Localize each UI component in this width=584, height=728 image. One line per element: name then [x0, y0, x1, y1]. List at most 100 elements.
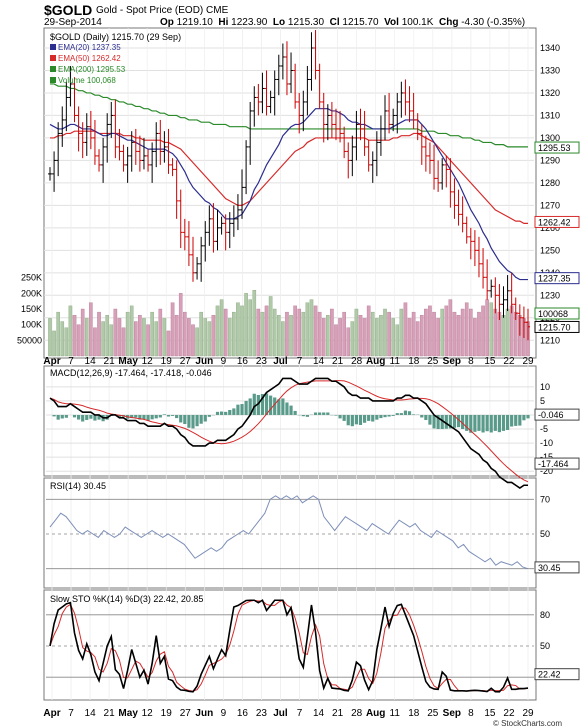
volume-bar — [114, 309, 117, 356]
macd-hist-bar — [216, 412, 219, 415]
macd-hist-bar — [208, 415, 211, 417]
rsi-tick: 70 — [540, 494, 550, 504]
copyright: © StockCharts.com — [493, 719, 562, 728]
sto-value-tag: 22.42 — [538, 670, 561, 680]
macd-hist-bar — [151, 415, 154, 419]
price-x-tick: 19 — [161, 356, 173, 367]
volume-bar — [294, 306, 297, 356]
volume-bar — [343, 312, 346, 356]
macd-hist-bar — [404, 411, 407, 415]
volume-bar — [118, 318, 121, 356]
volume-bar — [502, 315, 505, 356]
macd-hist-bar — [502, 415, 505, 431]
bottom-x-tick: 14 — [85, 708, 97, 719]
low-value: 1215.30 — [288, 17, 324, 28]
volume-bar — [191, 325, 194, 356]
macd-hist-bar — [175, 415, 178, 418]
volume-bar — [277, 315, 280, 356]
volume-bar — [392, 318, 395, 356]
ohlc-summary: Op 1219.10 Hi 1223.90 Lo 1215.30 Cl 1215… — [160, 17, 525, 28]
macd-hist-bar — [245, 401, 248, 415]
rsi-panel — [44, 478, 536, 588]
price-tick: 1310 — [540, 110, 560, 120]
volume-bar — [396, 325, 399, 356]
volume-bar — [490, 303, 493, 356]
volume-bar — [298, 309, 301, 356]
rsi-title: RSI(14) 30.45 — [50, 481, 106, 491]
exchange-label: CME — [206, 5, 228, 16]
volume-bar — [318, 312, 321, 356]
bottom-x-tick: Apr — [43, 708, 60, 719]
legend-entry: Volume 100,068 — [58, 76, 116, 85]
volume-bar — [220, 300, 223, 356]
legend-entry: EMA(20) 1237.35 — [58, 43, 121, 52]
macd-hist-bar — [314, 412, 317, 414]
volume-bar — [371, 312, 374, 356]
macd-hist-bar — [224, 412, 227, 415]
price-x-tick: 9 — [221, 356, 227, 367]
volume-bar — [477, 312, 480, 356]
volume-bar — [306, 303, 309, 356]
macd-hist-bar — [171, 415, 174, 416]
volume-bar — [486, 300, 489, 356]
volume-bar — [383, 309, 386, 356]
volume-bar — [187, 318, 190, 356]
macd-hist-bar — [428, 415, 431, 425]
macd-tick: 10 — [540, 382, 550, 392]
price-x-tick: 16 — [237, 356, 249, 367]
volume-bar — [208, 322, 211, 356]
volume-bar — [375, 318, 378, 356]
volume-bar — [155, 322, 158, 356]
volume-bar — [273, 309, 276, 356]
volume-bar — [48, 318, 51, 356]
volume-bar — [110, 325, 113, 356]
volume-bar — [449, 300, 452, 356]
macd-hist-bar — [490, 415, 493, 432]
volume-bar — [412, 312, 415, 356]
close-label: Cl — [330, 17, 340, 28]
macd-hist-bar — [473, 415, 476, 432]
volume-bar — [236, 303, 239, 356]
price-x-tick: 8 — [468, 356, 474, 367]
macd-hist-bar — [420, 415, 423, 417]
price-x-tick: 25 — [427, 356, 439, 367]
bottom-x-tick: 8 — [468, 708, 474, 719]
macd-hist-bar — [285, 402, 288, 414]
macd-hist-bar — [514, 415, 517, 426]
volume-bar — [81, 309, 84, 356]
value-tag: 1262.42 — [538, 217, 571, 227]
price-x-tick: Aug — [366, 356, 385, 367]
bottom-x-tick: Jun — [195, 708, 213, 719]
macd-hist-bar — [294, 411, 297, 415]
volume-bar — [265, 306, 268, 356]
macd-hist-bar — [338, 415, 341, 418]
chg-label: Chg — [439, 17, 458, 28]
macd-hist-bar — [387, 415, 390, 417]
bottom-x-tick: 29 — [522, 708, 534, 719]
price-x-tick: 28 — [351, 356, 363, 367]
volume-tick: 200K — [21, 288, 42, 298]
volume-bar — [73, 315, 76, 356]
macd-hist-bar — [334, 415, 337, 416]
macd-hist-bar — [498, 415, 501, 432]
volume-bar — [57, 312, 60, 356]
volume-bar — [93, 328, 96, 356]
bottom-x-tick: 28 — [351, 708, 363, 719]
instrument-name: Gold - Spot Price (EOD) CME — [96, 5, 228, 16]
bottom-x-tick: 14 — [313, 708, 325, 719]
volume-bar — [302, 312, 305, 356]
macd-hist-bar — [424, 415, 427, 420]
price-x-tick: 14 — [313, 356, 325, 367]
volume-bar — [102, 322, 105, 356]
rsi-value-tag: 30.45 — [538, 563, 561, 573]
bottom-x-tick: 27 — [180, 708, 192, 719]
macd-hist-bar — [322, 412, 325, 414]
volume-bar — [249, 300, 252, 356]
bottom-x-tick: 23 — [256, 708, 268, 719]
macd-hist-bar — [526, 415, 529, 418]
volume-bar — [245, 293, 248, 356]
price-x-tick: 29 — [522, 356, 534, 367]
open-label: Op — [160, 17, 174, 28]
macd-hist-bar — [77, 415, 80, 420]
